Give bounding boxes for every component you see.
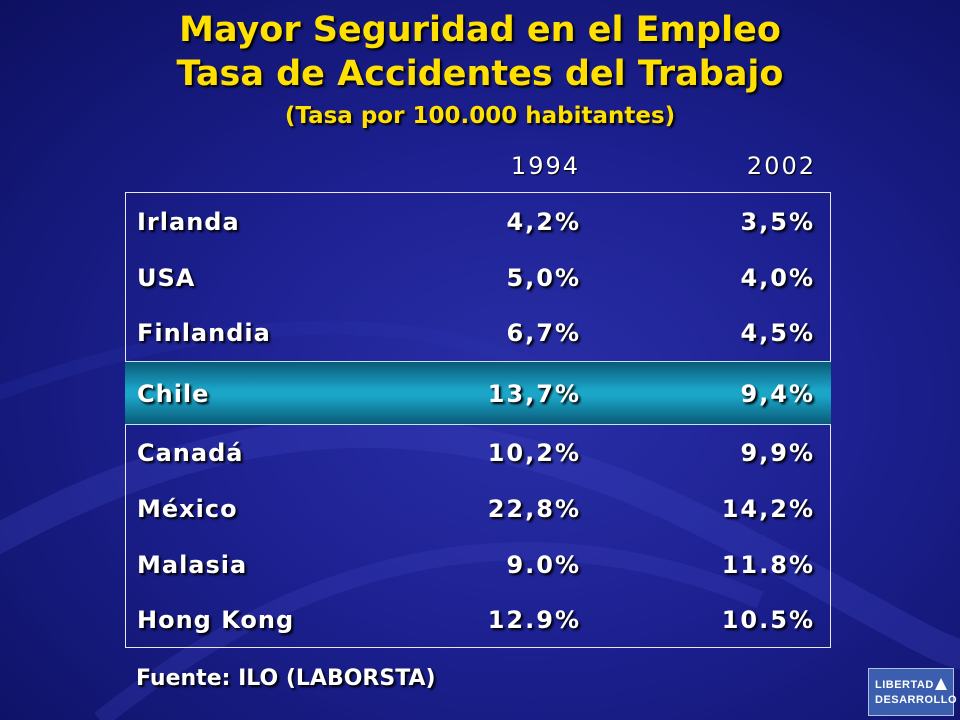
value-2002-cell: 4,5%: [740, 319, 815, 347]
value-1994-cell: 5,0%: [506, 264, 581, 292]
table-row: Canadá 10,2% 9,9%: [125, 425, 831, 481]
logo-text-line-1: LIBERTAD: [875, 679, 934, 691]
value-1994-cell: 9.0%: [506, 551, 581, 579]
value-2002-cell: 9,9%: [740, 439, 815, 467]
title-line-1: Mayor Seguridad en el Empleo: [179, 10, 781, 50]
country-cell: México: [137, 495, 238, 523]
table-row: Irlanda 4,2% 3,5%: [125, 194, 831, 250]
value-1994-cell: 22,8%: [487, 495, 581, 523]
value-2002-cell: 4,0%: [740, 264, 815, 292]
libertad-desarrollo-logo: LIBERTAD DESARROLLO: [868, 668, 957, 716]
title-subtitle: (Tasa por 100.000 habitantes): [284, 103, 676, 129]
value-2002-cell: 10.5%: [721, 606, 815, 634]
country-cell: Canadá: [137, 439, 244, 467]
country-cell: Hong Kong: [137, 606, 295, 634]
table-row: Malasia 9.0% 11.8%: [125, 537, 831, 593]
country-cell: USA: [137, 264, 196, 292]
country-cell: Finlandia: [137, 319, 271, 347]
value-2002-cell: 11.8%: [721, 551, 815, 579]
value-1994-cell: 10,2%: [487, 439, 581, 467]
value-2002-cell: 9,4%: [740, 380, 815, 408]
table-row: México 22,8% 14,2%: [125, 481, 831, 537]
logo-triangle-icon: [935, 678, 947, 690]
source-note: Fuente: ILO (LABORSTA): [136, 666, 436, 691]
value-1994-cell: 13,7%: [487, 380, 581, 408]
table-row: Finlandia 6,7% 4,5%: [125, 305, 831, 361]
table-row: USA 5,0% 4,0%: [125, 250, 831, 306]
country-cell: Irlanda: [137, 208, 240, 236]
table-row: Hong Kong 12.9% 10.5%: [125, 592, 831, 648]
value-1994-cell: 12.9%: [487, 606, 581, 634]
logo-text-line-2: DESARROLLO: [875, 694, 957, 706]
country-cell: Chile: [137, 380, 210, 408]
country-cell: Malasia: [137, 551, 248, 579]
table-row-highlighted: Chile 13,7% 9,4%: [125, 361, 831, 425]
column-header-1994: 1994: [510, 152, 580, 180]
value-1994-cell: 6,7%: [506, 319, 581, 347]
value-2002-cell: 3,5%: [740, 208, 815, 236]
title-line-2: Tasa de Accidentes del Trabajo: [176, 54, 784, 94]
value-1994-cell: 4,2%: [506, 208, 581, 236]
column-header-2002: 2002: [746, 152, 816, 180]
value-2002-cell: 14,2%: [721, 495, 815, 523]
